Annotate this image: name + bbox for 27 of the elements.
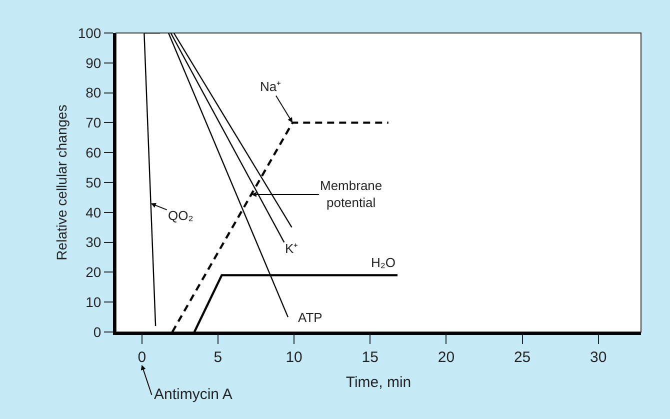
y-tick-label: 20: [86, 264, 102, 280]
y-tick-label: 100: [78, 24, 102, 41]
x-tick-label: 30: [590, 349, 607, 366]
x-tick-label: 10: [286, 349, 302, 366]
annotation: QO₂: [168, 208, 194, 223]
y-tick-label: 80: [86, 84, 102, 101]
y-tick-label: 40: [86, 204, 102, 220]
x-tick-label: 25: [514, 349, 531, 366]
y-tick-label: 10: [86, 294, 102, 310]
x-tick-label: 15: [362, 349, 378, 366]
x-tick-label: 0: [138, 349, 146, 366]
annotation: Membrane potential: [320, 178, 382, 210]
annotation: K⁺: [285, 241, 298, 256]
annotation: ATP: [298, 310, 322, 325]
x-tick-label: 5: [214, 349, 222, 366]
y-axis-title: Relative cellular changes: [53, 104, 70, 260]
y-tick-label: 30: [86, 234, 102, 250]
y-tick-label: 70: [86, 114, 102, 131]
y-tick-label: 90: [86, 54, 102, 71]
y-tick-label: 0: [93, 324, 102, 340]
text: Antimycin A: [154, 386, 232, 403]
y-tick-label: 60: [86, 144, 102, 160]
x-tick-label: 20: [438, 349, 455, 366]
y-tick-label: 50: [86, 174, 102, 190]
annotation: Na⁺: [260, 79, 281, 94]
x-axis-title: Time, min: [346, 374, 412, 391]
annotation: H₂O: [371, 255, 396, 270]
